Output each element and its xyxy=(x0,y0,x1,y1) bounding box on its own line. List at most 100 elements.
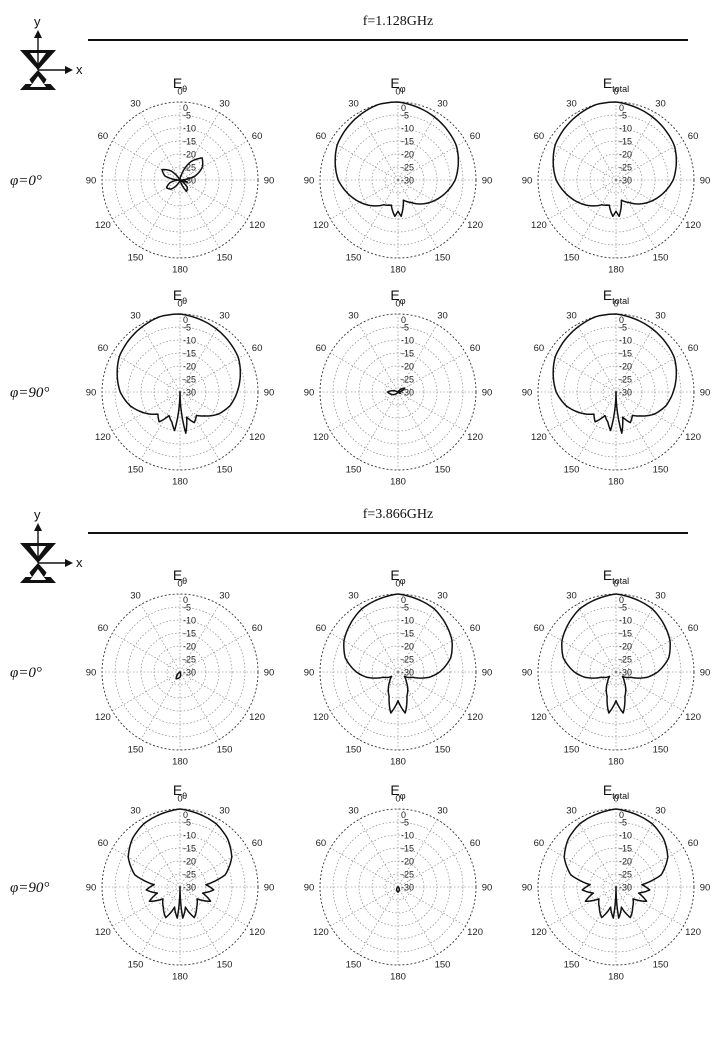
plot-title-subscript: total xyxy=(612,84,629,94)
plot-title: Eθ xyxy=(173,287,187,306)
grid-ring xyxy=(332,821,464,953)
angle-tick-label: 90 xyxy=(86,668,97,679)
grid-spoke xyxy=(112,886,181,927)
radial-tick-label: 0 xyxy=(401,595,406,605)
grid-spoke xyxy=(397,886,466,927)
grid-ring xyxy=(563,834,669,940)
grid-spoke xyxy=(615,140,684,181)
grid-spoke xyxy=(112,671,181,712)
angle-tick-label: 150 xyxy=(128,960,144,971)
plot-title: Eφ xyxy=(390,782,405,801)
angle-tick-label: 150 xyxy=(435,745,451,756)
radial-tick-label: -20 xyxy=(183,150,196,160)
plot-title-subscript: θ xyxy=(182,296,187,306)
grid-spoke xyxy=(179,847,248,888)
angle-tick-label: 120 xyxy=(685,927,701,938)
angle-tick-label: 180 xyxy=(172,972,188,983)
grid-spoke xyxy=(397,886,438,955)
angle-tick-label: 150 xyxy=(346,253,362,264)
angle-tick-label: 150 xyxy=(217,465,233,476)
pattern-curve xyxy=(395,886,401,893)
grid-spoke xyxy=(397,140,466,181)
angle-tick-label: 150 xyxy=(217,960,233,971)
angle-tick-label: 120 xyxy=(95,927,111,938)
angle-tick-label: 0 xyxy=(177,794,182,805)
pattern-curve xyxy=(343,593,453,714)
pattern-curve xyxy=(561,593,671,714)
grid-spoke xyxy=(179,352,248,393)
radial-tick-label: -10 xyxy=(183,616,196,626)
radial-tick-label: -20 xyxy=(183,642,196,652)
angle-tick-label: 30 xyxy=(130,310,141,321)
grid-spoke xyxy=(358,819,399,888)
plot-title: Etotal xyxy=(603,782,629,801)
angle-tick-label: 120 xyxy=(313,220,329,231)
grid-spoke xyxy=(112,391,181,432)
angle-tick-label: 120 xyxy=(249,712,265,723)
angle-tick-label: 0 xyxy=(177,579,182,590)
angle-tick-label: 30 xyxy=(219,805,230,816)
grid-spoke xyxy=(397,179,438,248)
grid-spoke xyxy=(140,179,181,248)
radial-tick-label: 0 xyxy=(183,595,188,605)
angle-tick-label: 0 xyxy=(613,299,618,310)
angle-tick-label: 150 xyxy=(346,745,362,756)
grid-spoke xyxy=(179,632,248,673)
angle-tick-label: 150 xyxy=(653,253,669,264)
angle-tick-label: 30 xyxy=(437,98,448,109)
radial-tick-label: -5 xyxy=(183,818,191,828)
radial-tick-label: -30 xyxy=(401,388,414,398)
grid-spoke xyxy=(615,847,684,888)
angle-tick-label: 60 xyxy=(470,131,481,142)
grid-spoke xyxy=(179,886,220,955)
grid-spoke xyxy=(112,140,181,181)
grid-ring xyxy=(550,606,682,738)
grid-ring xyxy=(550,114,682,246)
plot-title-subscript: θ xyxy=(182,576,187,586)
grid-spoke xyxy=(140,391,181,460)
angle-tick-label: 90 xyxy=(700,668,711,679)
radial-tick-label: -25 xyxy=(401,870,414,880)
angle-tick-label: 150 xyxy=(128,465,144,476)
angle-tick-label: 90 xyxy=(482,668,493,679)
angle-tick-label: 60 xyxy=(98,131,109,142)
angle-tick-label: 150 xyxy=(346,465,362,476)
grid-spoke xyxy=(358,179,399,248)
radial-tick-label: -30 xyxy=(619,668,632,678)
grid-ring xyxy=(166,658,194,686)
angle-tick-label: 90 xyxy=(86,176,97,187)
grid-spoke xyxy=(397,604,438,673)
radial-tick-label: -15 xyxy=(183,844,196,854)
grid-ring xyxy=(550,821,682,953)
angle-tick-label: 60 xyxy=(252,838,263,849)
radial-tick-label: -5 xyxy=(619,603,627,613)
radial-tick-label: -25 xyxy=(619,163,632,173)
angle-tick-label: 120 xyxy=(313,432,329,443)
angle-tick-label: 90 xyxy=(522,176,533,187)
bowtie-antenna-icon: yx xyxy=(20,14,83,90)
grid-ring xyxy=(384,166,412,194)
angle-tick-label: 60 xyxy=(98,343,109,354)
radial-tick-label: -20 xyxy=(401,362,414,372)
angle-tick-label: 60 xyxy=(252,131,263,142)
radial-tick-label: -15 xyxy=(619,137,632,147)
grid-ring xyxy=(114,606,246,738)
radial-tick-label: -25 xyxy=(401,655,414,665)
angle-tick-label: 120 xyxy=(313,712,329,723)
angle-tick-label: 60 xyxy=(534,838,545,849)
angle-tick-label: 30 xyxy=(348,805,359,816)
grid-spoke xyxy=(615,391,656,460)
grid-spoke xyxy=(179,324,220,393)
grid-spoke xyxy=(576,391,617,460)
angle-tick-label: 150 xyxy=(653,960,669,971)
grid-spoke xyxy=(548,847,617,888)
angle-tick-label: 60 xyxy=(252,343,263,354)
phi-label: φ=90° xyxy=(10,880,49,896)
grid-spoke xyxy=(615,632,684,673)
angle-tick-label: 120 xyxy=(95,712,111,723)
plot-title-main: E xyxy=(390,782,399,798)
angle-tick-label: 60 xyxy=(98,838,109,849)
